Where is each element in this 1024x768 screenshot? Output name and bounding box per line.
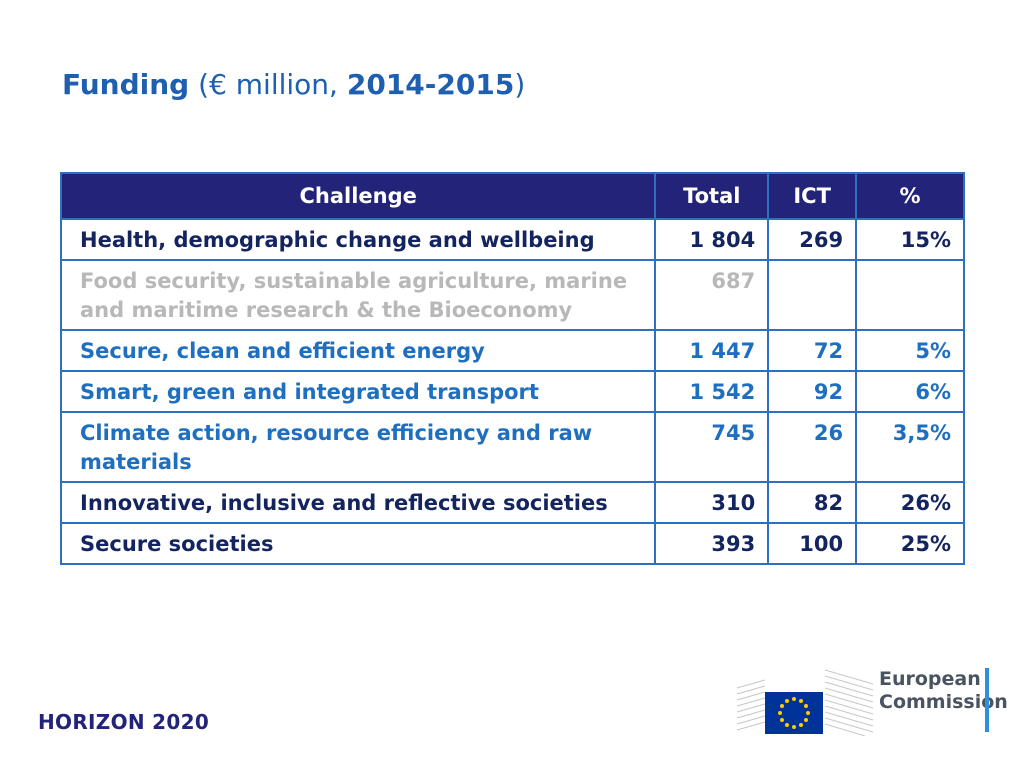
funding-table: Challenge Total ICT % Health, demographi… xyxy=(59,172,965,565)
cell-percent xyxy=(855,259,965,331)
cell-percent: 26% xyxy=(855,481,965,524)
title-funding: Funding xyxy=(62,68,190,101)
title-unit: € million, xyxy=(209,68,347,101)
header-challenge: Challenge xyxy=(59,172,657,220)
cell-percent: 6% xyxy=(855,370,965,413)
cell-total: 1 542 xyxy=(654,370,770,413)
cell-ict: 82 xyxy=(767,481,858,524)
cell-challenge: Innovative, inclusive and reflective soc… xyxy=(59,481,657,524)
ec-divider xyxy=(985,668,989,732)
cell-percent: 5% xyxy=(855,329,965,372)
cell-total: 1 447 xyxy=(654,329,770,372)
header-percent: % xyxy=(855,172,965,220)
european-commission-logo: European Commission xyxy=(735,664,1008,737)
cell-challenge: Climate action, resource efficiency and … xyxy=(59,411,657,483)
table-row: Health, demographic change and wellbeing… xyxy=(59,218,965,261)
table-row: Food security, sustainable agriculture, … xyxy=(59,259,965,331)
cell-ict xyxy=(767,259,858,331)
cell-challenge: Secure societies xyxy=(59,522,657,565)
cell-total: 393 xyxy=(654,522,770,565)
cell-total: 745 xyxy=(654,411,770,483)
table-row: Innovative, inclusive and reflective soc… xyxy=(59,481,965,524)
cell-challenge: Food security, sustainable agriculture, … xyxy=(59,259,657,331)
table-row: Smart, green and integrated transport 1 … xyxy=(59,370,965,413)
header-total: Total xyxy=(654,172,770,220)
cell-challenge: Health, demographic change and wellbeing xyxy=(59,218,657,261)
cell-total: 687 xyxy=(654,259,770,331)
cell-total: 310 xyxy=(654,481,770,524)
cell-ict: 100 xyxy=(767,522,858,565)
table-row: Climate action, resource efficiency and … xyxy=(59,411,965,483)
title-years: 2014-2015 xyxy=(346,68,515,101)
title-close-paren: ) xyxy=(514,68,526,101)
cell-percent: 15% xyxy=(855,218,965,261)
table-row: Secure, clean and efficient energy 1 447… xyxy=(59,329,965,372)
cell-ict: 92 xyxy=(767,370,858,413)
header-ict: ICT xyxy=(767,172,858,220)
table-row: Secure societies 393 100 25% xyxy=(59,522,965,565)
ec-text-european: European xyxy=(879,668,981,690)
cell-challenge: Secure, clean and efficient energy xyxy=(59,329,657,372)
cell-total: 1 804 xyxy=(654,218,770,261)
title-open-paren: ( xyxy=(198,68,210,101)
cell-percent: 3,5% xyxy=(855,411,965,483)
ec-text-commission: Commission xyxy=(879,691,1008,713)
horizon-2020-logo: HORIZON 2020 xyxy=(38,710,210,734)
cell-ict: 26 xyxy=(767,411,858,483)
cell-ict: 72 xyxy=(767,329,858,372)
cell-percent: 25% xyxy=(855,522,965,565)
cell-ict: 269 xyxy=(767,218,858,261)
eu-flag-building-icon xyxy=(736,669,874,737)
page-title: Funding (€ million, 2014-2015) xyxy=(62,68,525,101)
table-header-row: Challenge Total ICT % xyxy=(59,172,965,220)
cell-challenge: Smart, green and integrated transport xyxy=(59,370,657,413)
